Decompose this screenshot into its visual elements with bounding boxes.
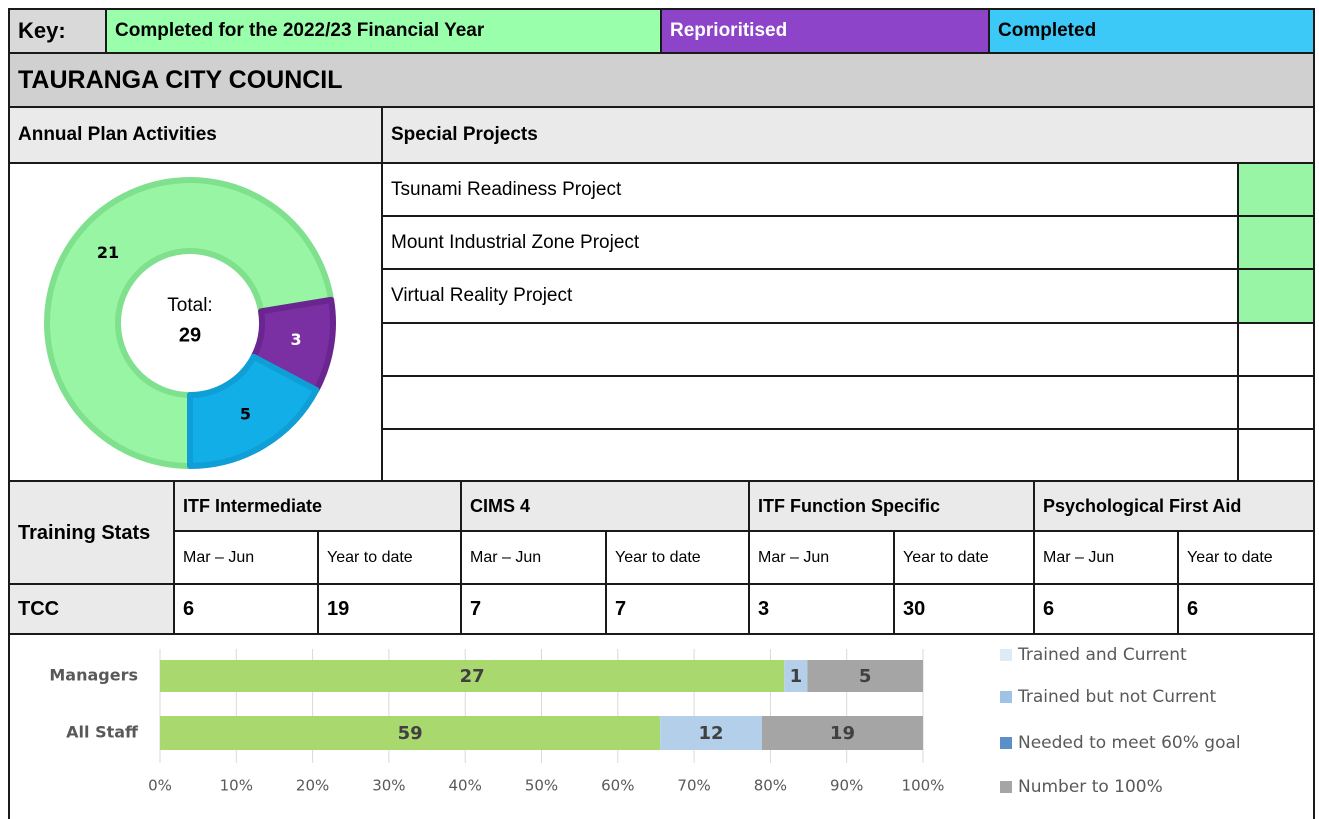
chart-panel <box>8 633 1315 819</box>
key-label: Key: <box>8 8 107 54</box>
x-tick-label: 20% <box>296 777 329 795</box>
donut-slice <box>44 177 335 469</box>
x-tick-label: 90% <box>830 777 863 795</box>
project-name: Virtual Reality Project <box>381 268 1239 324</box>
table-value: 6 <box>173 583 319 635</box>
data-label: 1 <box>790 666 803 687</box>
data-label: 12 <box>699 723 724 744</box>
group-heading: Psychological First Aid <box>1033 480 1315 532</box>
category-label: Managers <box>49 666 138 685</box>
project-status <box>1237 162 1315 217</box>
key-item: Completed for the 2022/23 Financial Year <box>105 8 662 54</box>
table-value: 3 <box>748 583 895 635</box>
column-heading: Mar – Jun <box>1033 530 1179 585</box>
legend-swatch <box>1000 737 1012 749</box>
project-status <box>1237 322 1315 377</box>
legend-label: Number to 100% <box>1018 777 1163 797</box>
center-label: Total: <box>167 295 212 316</box>
project-status <box>1237 215 1315 270</box>
legend-swatch <box>1000 781 1012 793</box>
data-label: 19 <box>830 723 855 744</box>
bar-segment <box>160 716 661 750</box>
data-label: 27 <box>460 666 485 687</box>
section-heading: Special Projects <box>381 106 1315 164</box>
group-heading: CIMS 4 <box>460 480 750 532</box>
legend-label: Needed to meet 60% goal <box>1018 733 1241 753</box>
column-heading: Year to date <box>317 530 462 585</box>
project-status <box>1237 428 1315 482</box>
category-label: All Staff <box>66 723 139 742</box>
data-label: 5 <box>240 405 251 424</box>
table-value: 6 <box>1033 583 1179 635</box>
data-label: 21 <box>97 243 119 262</box>
table-value: 7 <box>605 583 750 635</box>
x-tick-label: 40% <box>449 777 482 795</box>
table-value: 7 <box>460 583 607 635</box>
project-name: Mount Industrial Zone Project <box>381 215 1239 270</box>
table-value: 30 <box>893 583 1035 635</box>
project-status <box>1237 268 1315 324</box>
legend-swatch <box>1000 691 1012 703</box>
legend-label: Trained but not Current <box>1017 687 1217 707</box>
bar-segment <box>660 716 762 750</box>
x-tick-label: 50% <box>525 777 558 795</box>
title: TAURANGA CITY COUNCIL <box>8 52 1315 108</box>
bar-segment <box>807 660 923 692</box>
column-heading: Mar – Jun <box>173 530 319 585</box>
x-tick-label: 60% <box>601 777 634 795</box>
x-tick-label: 100% <box>902 777 945 795</box>
donut-slice <box>187 353 320 469</box>
legend-label: Trained and Current <box>1017 645 1187 665</box>
table-value: 19 <box>317 583 462 635</box>
column-heading: Year to date <box>893 530 1035 585</box>
data-label: 5 <box>859 666 872 687</box>
key-item: Reprioritised <box>660 8 990 54</box>
x-tick-label: 0% <box>148 777 172 795</box>
project-name <box>381 375 1239 430</box>
table-value: 6 <box>1177 583 1315 635</box>
center-total: 29 <box>179 324 201 346</box>
project-status <box>1237 375 1315 430</box>
column-heading: Year to date <box>605 530 750 585</box>
group-heading: ITF Intermediate <box>173 480 462 532</box>
column-heading: Mar – Jun <box>460 530 607 585</box>
bar-segment <box>784 660 808 692</box>
bar-segment <box>761 716 923 750</box>
project-name <box>381 428 1239 482</box>
section-heading: Annual Plan Activities <box>8 106 383 164</box>
legend-swatch <box>1000 649 1012 661</box>
x-tick-label: 80% <box>754 777 787 795</box>
data-label: 3 <box>291 330 302 349</box>
key-item: Completed <box>988 8 1315 54</box>
bar-segment <box>160 660 785 692</box>
project-name <box>381 322 1239 377</box>
column-heading: Year to date <box>1177 530 1315 585</box>
column-heading: Mar – Jun <box>748 530 895 585</box>
x-tick-label: 30% <box>372 777 405 795</box>
data-label: 59 <box>398 723 423 744</box>
x-tick-label: 10% <box>220 777 253 795</box>
group-heading: ITF Function Specific <box>748 480 1035 532</box>
stacked-bar-chart: 0% 10% 20% 30% 40% 50% 60% 70% 80% 90% 100% Manager… <box>49 645 1241 797</box>
project-name: Tsunami Readiness Project <box>381 162 1239 217</box>
x-tick-label: 70% <box>677 777 710 795</box>
training-heading: Training Stats <box>8 480 175 585</box>
row-label: TCC <box>8 583 175 635</box>
donut-chart: 21 3 5 Total: 29 <box>44 177 336 469</box>
